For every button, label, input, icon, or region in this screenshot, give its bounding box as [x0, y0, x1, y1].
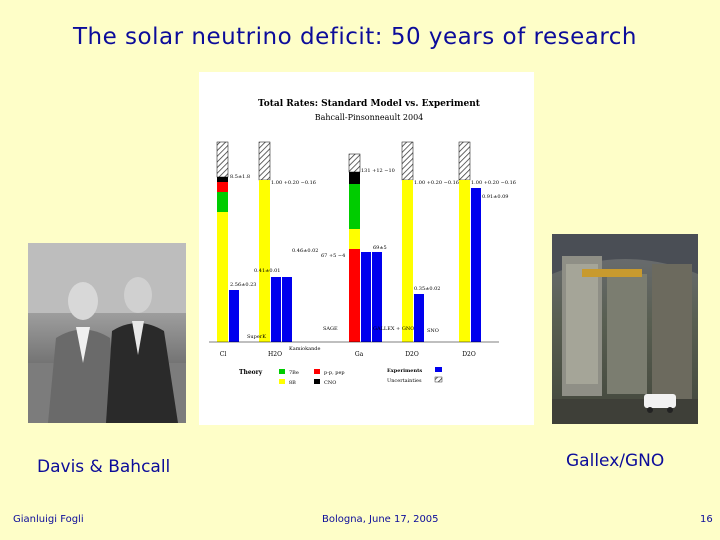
gallex-gno-photo — [552, 234, 698, 424]
footer-venue-date: Bologna, June 17, 2005 — [322, 514, 439, 525]
x-tick-label: Ga — [355, 351, 364, 358]
value-label: 131 +12 −10 — [361, 168, 395, 174]
legend-item: CNO — [324, 380, 336, 386]
value-label: 0.46±0.02 — [292, 248, 318, 254]
caption-davis-bahcall: Davis & Bahcall — [37, 457, 171, 477]
value-label: 1.00 +0.20 −0.16 — [414, 180, 459, 186]
value-label: 69±5 — [373, 245, 387, 251]
value-label: 8.5±1.8 — [230, 174, 250, 180]
legend-item: 8B — [289, 380, 296, 386]
value-label: 0.91±0.09 — [482, 194, 508, 200]
standard-model-vs-experiment-plot: Total Rates: Standard Model vs. Experime… — [209, 99, 516, 386]
value-label: 1.00 +0.20 −0.16 — [271, 180, 316, 186]
experiment-label: Kamiokande — [289, 346, 320, 352]
legend-item: p-p, pep — [324, 370, 345, 376]
value-label: 0.35±0.02 — [414, 286, 440, 292]
legend-experiments-heading: Experiments — [387, 368, 422, 374]
legend-theory-heading: Theory — [239, 369, 263, 376]
value-label: 0.41±0.01 — [254, 268, 280, 274]
value-label: 1.00 +0.20 −0.16 — [471, 180, 516, 186]
davis-bahcall-image — [28, 243, 186, 423]
x-tick-label: H2O — [268, 351, 282, 358]
legend-uncertainties-label: Uncertainties — [387, 378, 422, 384]
solar-neutrino-figure: Total Rates: Standard Model vs. Experime… — [199, 72, 534, 425]
experiment-label: GALLEX + GNO — [373, 326, 414, 332]
footer-author: Gianluigi Fogli — [13, 514, 84, 525]
x-tick-label: D2O — [405, 351, 419, 358]
value-label: 2.56±0.23 — [230, 282, 256, 288]
footer-page-number: 16 — [700, 514, 713, 525]
x-tick-label: D2O — [462, 351, 476, 358]
gallex-gno-image — [552, 234, 698, 424]
figure-subtitle: Bahcall-Pinsonneault 2004 — [315, 113, 424, 122]
davis-bahcall-photo — [28, 243, 186, 423]
slide-title: The solar neutrino deficit: 50 years of … — [72, 24, 638, 50]
x-tick-label: Cl — [220, 351, 227, 358]
legend-item: 7Be — [289, 370, 299, 376]
caption-gallex-gno: Gallex/GNO — [566, 451, 665, 471]
experiment-label: SNO — [427, 328, 439, 334]
experiment-label: SAGE — [323, 326, 338, 332]
value-label: 67 +5 −4 — [321, 253, 345, 259]
experiment-label: SuperK — [247, 334, 266, 340]
figure-title: Total Rates: Standard Model vs. Experime… — [258, 99, 481, 109]
